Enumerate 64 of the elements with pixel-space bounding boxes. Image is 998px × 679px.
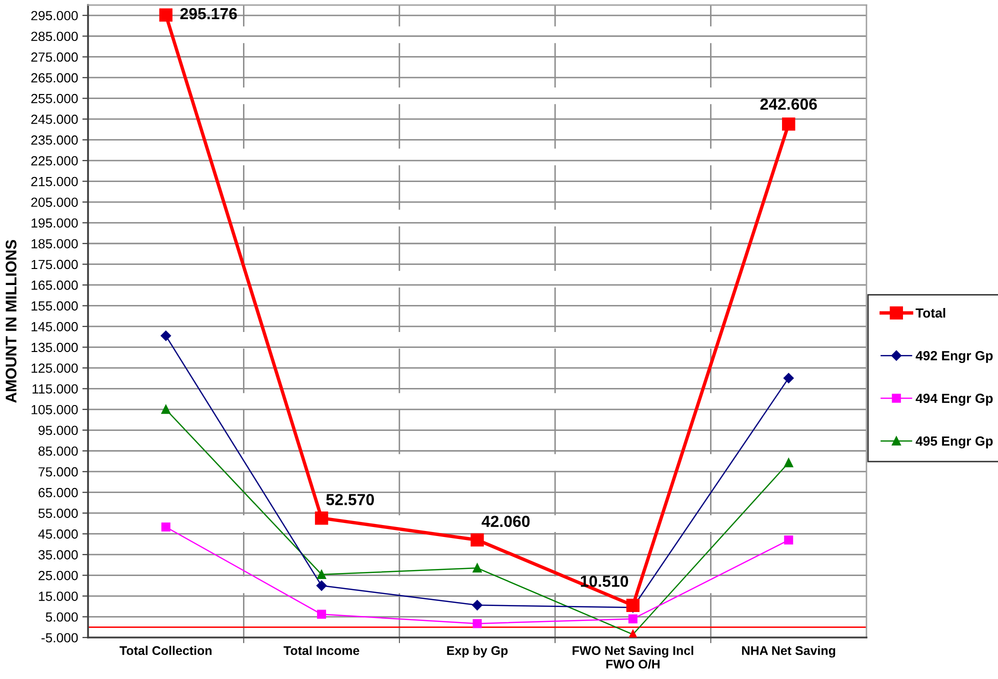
y-tick-label: 35.000 xyxy=(38,550,78,560)
data-label: 242.606 xyxy=(760,98,817,110)
point xyxy=(161,522,170,532)
y-tick-label: 175.000 xyxy=(32,260,78,270)
y-tick-label: 255.000 xyxy=(31,94,78,104)
point xyxy=(160,330,171,341)
point xyxy=(782,117,796,131)
y-tick-label: 185.000 xyxy=(32,239,78,248)
y-tick-label: 45.000 xyxy=(38,529,78,539)
y-tick-label: 55.000 xyxy=(38,508,78,518)
y-tick-label: -5.000 xyxy=(41,633,78,642)
y-tick-label: 265.000 xyxy=(31,73,78,83)
data-label: 42.060 xyxy=(482,516,530,528)
point xyxy=(784,458,794,468)
data-label: 295.176 xyxy=(180,8,237,20)
point xyxy=(159,8,172,22)
legend-label: 494 Engr Gp xyxy=(916,394,993,406)
point xyxy=(626,598,640,612)
point xyxy=(472,619,482,628)
point xyxy=(317,610,326,619)
point xyxy=(472,564,482,573)
point xyxy=(314,512,328,525)
y-tick-label: 145.000 xyxy=(32,322,78,332)
legend-label: Total xyxy=(916,308,946,318)
x-tick-label: Exp by Gp xyxy=(447,646,508,658)
y-tick-label: 125.000 xyxy=(32,363,78,373)
y-tick-label: 205.000 xyxy=(31,198,78,207)
y-tick-label: 225.000 xyxy=(31,156,78,166)
y-tick-label: 165.000 xyxy=(32,280,78,290)
point xyxy=(317,570,326,579)
point xyxy=(784,536,794,545)
y-tick-label: 25.000 xyxy=(38,570,78,580)
y-tick-label: 85.000 xyxy=(38,446,78,456)
x-tick-label: FWO Net Saving Incl FWO O/H xyxy=(572,646,694,669)
y-tick-label: 5.000 xyxy=(46,612,78,622)
y-axis-title: AMOUNT IN MILLIONS xyxy=(6,240,16,403)
y-tick-label: 95.000 xyxy=(38,426,78,436)
x-tick-label: Total Income xyxy=(284,646,360,656)
y-tick-label: 235.000 xyxy=(31,135,78,145)
y-tick-label: 295.000 xyxy=(31,10,78,20)
x-tick-label: NHA Net Saving xyxy=(742,646,836,658)
y-tick-label: 65.000 xyxy=(38,488,78,498)
x-tick-label: Total Collection xyxy=(120,646,212,656)
y-tick-label: 245.000 xyxy=(31,114,78,124)
y-tick-label: 155.000 xyxy=(32,301,78,311)
point xyxy=(161,404,170,414)
legend-label: 492 Engr Gp xyxy=(916,350,993,363)
y-tick-label: 215.000 xyxy=(31,176,78,186)
y-tick-label: 195.000 xyxy=(32,218,78,228)
y-tick-label: 115.000 xyxy=(32,384,78,394)
y-tick-label: 105.000 xyxy=(32,404,78,414)
point xyxy=(316,580,327,591)
data-label: 10.510 xyxy=(580,576,628,587)
point xyxy=(472,600,482,610)
y-tick-label: 285.000 xyxy=(31,32,78,42)
point xyxy=(470,533,484,547)
point xyxy=(628,614,638,624)
y-tick-label: 275.000 xyxy=(31,52,78,62)
y-tick-label: 15.000 xyxy=(38,592,78,601)
data-label: 52.570 xyxy=(326,494,374,506)
y-tick-label: 135.000 xyxy=(32,342,78,352)
y-tick-label: 75.000 xyxy=(38,467,78,477)
point xyxy=(784,372,794,384)
legend-label: 495 Engr Gp xyxy=(916,436,993,448)
